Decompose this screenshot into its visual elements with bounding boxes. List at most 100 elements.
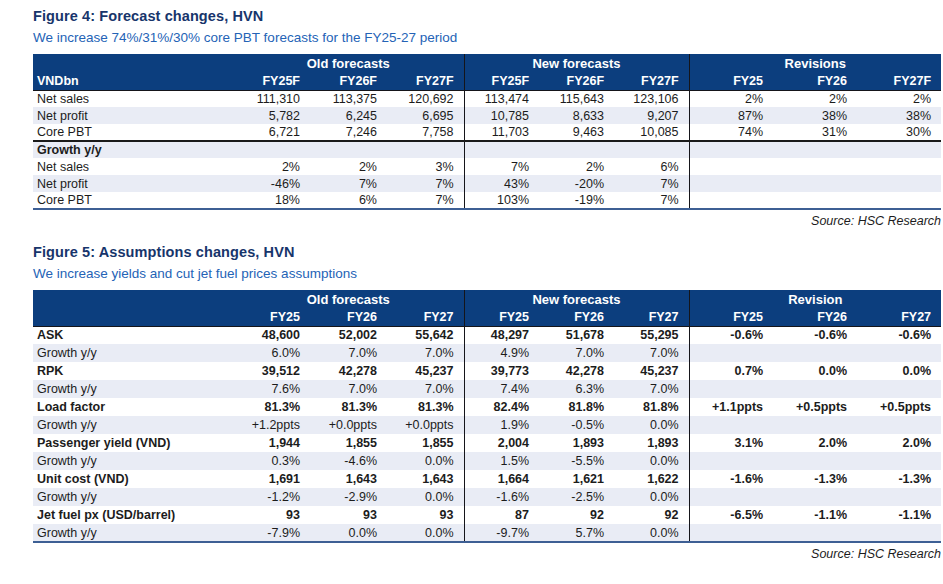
- table-cell: -20%: [539, 175, 614, 192]
- figure4-source: Source: HSC Research: [33, 214, 941, 228]
- group-header: New forecasts: [464, 54, 689, 72]
- table-cell: [773, 452, 857, 470]
- table-cell: 11,703: [464, 124, 539, 141]
- table-row: Growth y/y+1.2ppts+0.0ppts+0.0ppts1.9%-0…: [33, 416, 941, 434]
- row-label: Growth y/y: [33, 524, 233, 542]
- figure5-subtitle: We increase yields and cut jet fuel pric…: [33, 266, 941, 281]
- table-row: Unit cost (VND)1,6911,6431,6431,6641,621…: [33, 470, 941, 488]
- table-cell: 51,678: [539, 326, 614, 344]
- group-header-row: Old forecastsNew forecastsRevisions: [33, 54, 941, 72]
- row-label: Passenger yield (VND): [33, 434, 233, 452]
- table-row: Growth y/y-1.2%-2.9%0.0%-1.6%-2.5%0.0%: [33, 488, 941, 506]
- table-cell: -1.3%: [773, 470, 857, 488]
- table-cell: 0.0%: [614, 416, 689, 434]
- table-cell: 6,695: [387, 107, 464, 124]
- table-cell: 7,758: [387, 124, 464, 141]
- column-header: FY26F: [539, 72, 614, 90]
- table-cell: 2%: [773, 90, 857, 107]
- table-row: Jet fuel px (USD/barrel)939393879292-6.5…: [33, 506, 941, 524]
- table-cell: 30%: [857, 124, 941, 141]
- table-cell: 6,245: [310, 107, 387, 124]
- table-cell: [773, 344, 857, 362]
- row-label: Net profit: [33, 175, 233, 192]
- table-cell: [689, 380, 773, 398]
- table-row: Net profit-46%7%7%43%-20%7%: [33, 175, 941, 192]
- table-cell: 1,621: [539, 470, 614, 488]
- table-row: Load factor81.3%81.3%81.3%82.4%81.8%81.8…: [33, 398, 941, 416]
- table-cell: [689, 175, 773, 192]
- table-cell: 93: [387, 506, 464, 524]
- group-header: Old forecasts: [233, 54, 464, 72]
- table-cell: 55,295: [614, 326, 689, 344]
- table-cell: 7.0%: [310, 380, 387, 398]
- table-row: Net sales111,310113,375120,692113,474115…: [33, 90, 941, 107]
- table-cell: 1,622: [614, 470, 689, 488]
- table-cell: 6.0%: [233, 344, 310, 362]
- table-cell: 9,463: [539, 124, 614, 141]
- table-cell: 7%: [387, 175, 464, 192]
- table-cell: [773, 175, 857, 192]
- row-label: Unit cost (VND): [33, 470, 233, 488]
- table-cell: 7%: [310, 175, 387, 192]
- table-row: Growth y/y7.6%7.0%7.0%7.4%6.3%7.0%: [33, 380, 941, 398]
- table-cell: 113,375: [310, 90, 387, 107]
- column-header: FY27F: [387, 72, 464, 90]
- row-label: Growth y/y: [33, 344, 233, 362]
- table-cell: +0.5ppts: [773, 398, 857, 416]
- group-header: Revision: [689, 290, 941, 308]
- column-header: FY27: [614, 308, 689, 326]
- figure4-section: Figure 4: Forecast changes, HVN We incre…: [33, 8, 941, 228]
- table-cell: +0.5ppts: [857, 398, 941, 416]
- column-header: FY25: [689, 72, 773, 90]
- table-row: Growth y/y: [33, 141, 941, 158]
- table-cell: 5.7%: [539, 524, 614, 542]
- table-cell: 0.0%: [387, 452, 464, 470]
- table-cell: 120,692: [387, 90, 464, 107]
- table-cell: 7.4%: [464, 380, 539, 398]
- table-cell: -5.5%: [539, 452, 614, 470]
- table-cell: +0.0ppts: [310, 416, 387, 434]
- row-label: Net sales: [33, 90, 233, 107]
- table-cell: [689, 524, 773, 542]
- table-cell: 5,782: [233, 107, 310, 124]
- table-cell: 87: [464, 506, 539, 524]
- group-header-corner: [33, 290, 233, 308]
- table-cell: 10,085: [614, 124, 689, 141]
- table-cell: 93: [233, 506, 310, 524]
- table-cell: 7%: [614, 175, 689, 192]
- table-cell: 93: [310, 506, 387, 524]
- table-cell: [689, 344, 773, 362]
- table-cell: -2.5%: [539, 488, 614, 506]
- table-row: RPK39,51242,27845,23739,77342,27845,2370…: [33, 362, 941, 380]
- table-cell: [857, 416, 941, 434]
- table-cell: 103%: [464, 192, 539, 209]
- table-cell: 81.8%: [614, 398, 689, 416]
- table-cell: -2.9%: [310, 488, 387, 506]
- table-cell: 2.0%: [857, 434, 941, 452]
- table-cell: 2,004: [464, 434, 539, 452]
- table-cell: 7,246: [310, 124, 387, 141]
- column-header: FY27F: [857, 72, 941, 90]
- table-cell: 2.0%: [773, 434, 857, 452]
- table-cell: 45,237: [387, 362, 464, 380]
- table-cell: 7.0%: [310, 344, 387, 362]
- table-cell: 3%: [387, 158, 464, 175]
- table-cell: 1,893: [614, 434, 689, 452]
- column-header: FY25: [233, 308, 310, 326]
- table-cell: -0.5%: [539, 416, 614, 434]
- table-cell: 39,512: [233, 362, 310, 380]
- table-cell: 38%: [857, 107, 941, 124]
- table-cell: 48,600: [233, 326, 310, 344]
- table-cell: [689, 452, 773, 470]
- column-header: FY25F: [233, 72, 310, 90]
- table-cell: 0.0%: [773, 362, 857, 380]
- column-header: FY25: [689, 308, 773, 326]
- table-cell: [857, 452, 941, 470]
- table-cell: [857, 488, 941, 506]
- table-cell: 87%: [689, 107, 773, 124]
- row-label: Growth y/y: [33, 380, 233, 398]
- table-cell: 1,855: [310, 434, 387, 452]
- table-cell: [773, 141, 857, 158]
- table-cell: 0.0%: [310, 524, 387, 542]
- table-cell: 52,002: [310, 326, 387, 344]
